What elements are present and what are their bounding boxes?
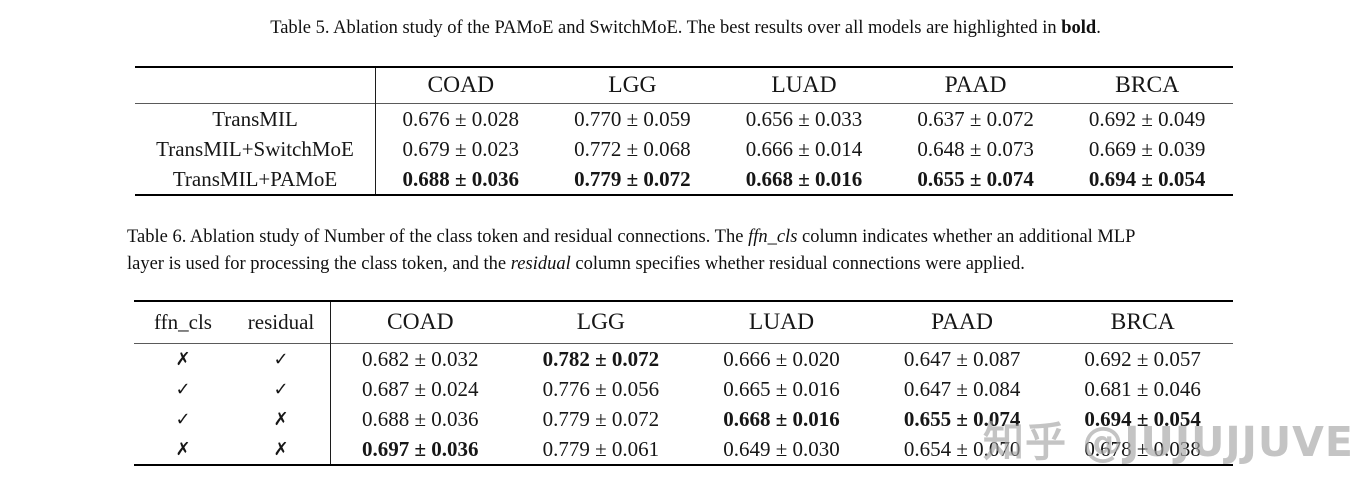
value-cell: 0.648 ± 0.073 (917, 136, 1034, 161)
table-row: ✓ ✓ 0.687 ± 0.024 0.776 ± 0.056 0.665 ± … (134, 374, 1233, 404)
value-cell: 0.681 ± 0.046 (1084, 376, 1201, 401)
table5-caption: Table 5. Ablation study of the PAMoE and… (0, 15, 1371, 42)
value-cell: 0.772 ± 0.068 (574, 136, 691, 161)
caption-text: column specifies whether residual connec… (570, 254, 1025, 274)
table5-vertical-divider (375, 68, 377, 195)
value-cell: 0.654 ± 0.070 (903, 436, 1021, 461)
table-row: ✓ ✗ 0.688 ± 0.036 0.779 ± 0.072 0.668 ± … (134, 404, 1233, 434)
caption-text: column indicates whether an additional M… (797, 227, 1136, 247)
value-cell-best: 0.697 ± 0.036 (362, 436, 479, 461)
value-cell: 0.779 ± 0.061 (542, 436, 660, 461)
table6-vertical-divider (330, 302, 332, 465)
table6-header-row: ffn_cls residual COAD LGG LUAD PAAD BRCA (134, 302, 1233, 343)
table6-caption-line1: Table 6. Ablation study of Number of the… (127, 224, 1252, 251)
value-cell: 0.666 ± 0.014 (745, 136, 863, 161)
value-cell: 0.776 ± 0.056 (542, 376, 660, 401)
residual-mark: ✓ (273, 378, 289, 400)
table6-header-ffn-cls: ffn_cls (154, 310, 212, 334)
value-cell: 0.688 ± 0.036 (362, 406, 479, 431)
value-cell: 0.678 ± 0.038 (1084, 436, 1201, 461)
table5-midrule (135, 103, 1233, 105)
table-row: ✗ ✗ 0.697 ± 0.036 0.779 ± 0.061 0.649 ± … (134, 434, 1233, 464)
value-cell-best: 0.779 ± 0.072 (574, 166, 691, 191)
ffn-cls-mark: ✓ (175, 408, 191, 430)
table5-header-lgg: LGG (608, 72, 657, 98)
value-cell: 0.770 ± 0.059 (574, 106, 691, 131)
row-label: TransMIL+PAMoE (172, 166, 338, 191)
table6-header-luad: LUAD (748, 309, 815, 335)
caption-italic-ffn-cls: ffn_cls (748, 227, 798, 247)
table6-header-lgg: LGG (576, 309, 626, 335)
value-cell: 0.656 ± 0.033 (745, 106, 863, 131)
table-row: TransMIL+SwitchMoE 0.679 ± 0.023 0.772 ±… (135, 134, 1233, 164)
value-cell-best: 0.782 ± 0.072 (542, 346, 660, 371)
caption-text: layer is used for processing the class t… (127, 254, 511, 274)
value-cell: 0.682 ± 0.032 (362, 346, 479, 371)
residual-mark: ✗ (273, 438, 289, 460)
value-cell: 0.666 ± 0.020 (723, 346, 840, 371)
table5: COAD LGG LUAD PAAD BRCA TransMIL 0.676 ±… (135, 66, 1233, 197)
table6-header-coad: COAD (387, 309, 454, 335)
table5-header-coad: COAD (427, 72, 495, 98)
value-cell-best: 0.694 ± 0.054 (1088, 166, 1206, 191)
table-row: TransMIL 0.676 ± 0.028 0.770 ± 0.059 0.6… (135, 104, 1233, 134)
table6-caption: Table 6. Ablation study of Number of the… (127, 224, 1252, 278)
table5-header-row: COAD LGG LUAD PAAD BRCA (135, 68, 1233, 103)
value-cell: 0.692 ± 0.057 (1084, 346, 1201, 371)
table-row-best: TransMIL+PAMoE 0.688 ± 0.036 0.779 ± 0.0… (135, 164, 1233, 194)
value-cell: 0.647 ± 0.084 (903, 376, 1021, 401)
site-watermark: 知乎 @JUJUJJUVE (983, 418, 1354, 466)
value-cell-best: 0.655 ± 0.074 (917, 166, 1034, 191)
value-cell-best: 0.694 ± 0.054 (1084, 406, 1201, 431)
ffn-cls-mark: ✓ (175, 378, 191, 400)
table6-header-residual: residual (247, 310, 315, 334)
value-cell: 0.669 ± 0.039 (1088, 136, 1206, 161)
table-row: ✗ ✓ 0.682 ± 0.032 0.782 ± 0.072 0.666 ± … (134, 344, 1233, 374)
value-cell: 0.665 ± 0.016 (723, 376, 840, 401)
value-cell: 0.692 ± 0.049 (1088, 106, 1206, 131)
table6: ffn_cls residual COAD LGG LUAD PAAD BRCA… (134, 300, 1233, 467)
table5-header-luad: LUAD (771, 72, 837, 98)
value-cell: 0.687 ± 0.024 (362, 376, 479, 401)
value-cell: 0.679 ± 0.023 (402, 136, 520, 161)
value-cell: 0.647 ± 0.087 (903, 346, 1021, 371)
table5-header-brca: BRCA (1115, 72, 1180, 98)
table5-caption-period: . (1096, 18, 1101, 38)
ffn-cls-mark: ✗ (175, 438, 191, 460)
value-cell: 0.779 ± 0.072 (542, 406, 660, 431)
value-cell-best: 0.688 ± 0.036 (402, 166, 520, 191)
caption-italic-residual: residual (510, 254, 571, 274)
table6-header-brca: BRCA (1110, 309, 1175, 335)
table5-header-empty (135, 68, 375, 103)
table5-caption-bold-word: bold (1061, 18, 1097, 38)
value-cell: 0.637 ± 0.072 (917, 106, 1034, 131)
value-cell-best: 0.655 ± 0.074 (903, 406, 1021, 431)
value-cell-best: 0.668 ± 0.016 (745, 166, 863, 191)
row-label: TransMIL+SwitchMoE (156, 136, 354, 161)
value-cell-best: 0.668 ± 0.016 (723, 406, 840, 431)
residual-mark: ✗ (273, 408, 289, 430)
table6-header-paad: PAAD (931, 309, 993, 335)
ffn-cls-mark: ✗ (175, 348, 191, 370)
table5-caption-text: Table 5. Ablation study of the PAMoE and… (270, 18, 1062, 38)
caption-text: Table 6. Ablation study of Number of the… (127, 227, 749, 247)
residual-mark: ✓ (273, 348, 289, 370)
value-cell: 0.676 ± 0.028 (402, 106, 520, 131)
table6-caption-line2: layer is used for processing the class t… (127, 251, 1252, 278)
table6-midrule (134, 343, 1233, 345)
row-label: TransMIL (212, 106, 298, 131)
value-cell: 0.649 ± 0.030 (723, 436, 840, 461)
table5-header-paad: PAAD (944, 72, 1007, 98)
